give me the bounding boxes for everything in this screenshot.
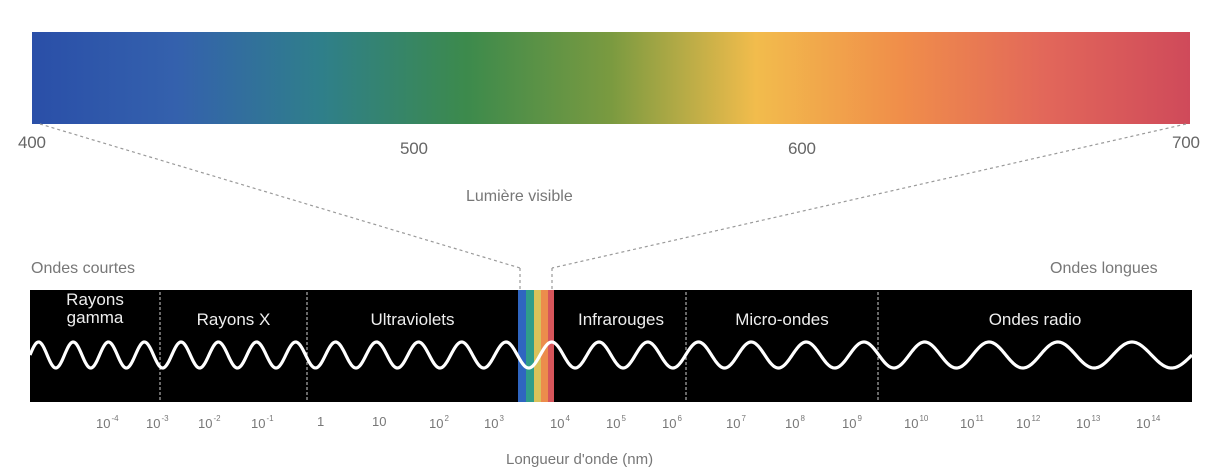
wavelength-tick-label: 105 xyxy=(606,414,626,431)
wavelength-tick-label: 108 xyxy=(785,414,805,431)
wavelength-tick-label: 107 xyxy=(726,414,746,431)
tick-exponent: 3 xyxy=(499,414,504,423)
tick-base: 10 xyxy=(785,416,800,431)
tick-base: 10 xyxy=(1136,416,1151,431)
wavelength-tick-label: 1013 xyxy=(1076,414,1100,431)
tick-base: 10 xyxy=(904,416,919,431)
tick-base: 10 xyxy=(96,416,111,431)
tick-base: 10 xyxy=(146,416,161,431)
tick-base: 10 xyxy=(842,416,857,431)
wavelength-tick-label: 106 xyxy=(662,414,682,431)
tick-exponent: 12 xyxy=(1031,414,1041,423)
tick-exponent: -4 xyxy=(111,414,119,423)
short-waves-caption: Ondes courtes xyxy=(31,260,136,277)
wavelength-tick-label: 109 xyxy=(842,414,862,431)
wavelength-tick-label: 10-4 xyxy=(96,414,119,431)
tick-base: 10 xyxy=(662,416,677,431)
em-spectrum-bar xyxy=(30,290,1192,402)
zoom-guide-left xyxy=(39,123,521,269)
tick-base: 10 xyxy=(484,416,499,431)
tick-base: 10 xyxy=(1016,416,1031,431)
tick-base: 10 xyxy=(372,414,387,429)
band-label-radio: Ondes radio xyxy=(988,310,1082,329)
tick-base: 10 xyxy=(198,416,213,431)
tick-exponent: 6 xyxy=(677,414,682,423)
visible-tick-700: 700 xyxy=(1172,133,1200,152)
wave-line xyxy=(28,340,1194,370)
tick-exponent: 7 xyxy=(741,414,746,423)
tick-exponent: 13 xyxy=(1091,414,1101,423)
tick-exponent: -2 xyxy=(213,414,221,423)
wavelength-tick-label: 1012 xyxy=(1016,414,1040,431)
band-label-gamma-line1: Rayons xyxy=(66,290,124,309)
tick-base: 1 xyxy=(317,414,325,429)
band-label-ultraviolet: Ultraviolets xyxy=(370,310,455,329)
band-label-microwave: Micro-ondes xyxy=(735,310,829,329)
wavelength-tick-label: 10-2 xyxy=(198,414,221,431)
tick-base: 10 xyxy=(606,416,621,431)
wavelength-tick-label: 1011 xyxy=(960,414,984,431)
long-waves-caption: Ondes longues xyxy=(1050,260,1158,277)
wavelength-tick-label: 10-1 xyxy=(251,414,274,431)
visible-tick-400: 400 xyxy=(18,133,46,152)
tick-exponent: 14 xyxy=(1151,414,1161,423)
tick-base: 10 xyxy=(726,416,741,431)
tick-exponent: -3 xyxy=(161,414,169,423)
wavelength-tick-label: 102 xyxy=(429,414,449,431)
tick-exponent: 9 xyxy=(857,414,862,423)
band-label-xray: Rayons X xyxy=(196,310,271,329)
wavelength-tick-label: 1010 xyxy=(904,414,928,431)
wavelength-tick-label: 1 xyxy=(317,414,324,429)
wavelength-tick-label: 10-3 xyxy=(146,414,169,431)
tick-exponent: 4 xyxy=(565,414,570,423)
band-label-gamma-line2: gamma xyxy=(66,308,124,327)
band-label-gamma: Rayons gamma xyxy=(30,291,160,327)
visible-slice-green xyxy=(526,290,534,402)
tick-exponent: 10 xyxy=(919,414,929,423)
wavelength-tick-label: 1014 xyxy=(1136,414,1160,431)
visible-spectrum-bar xyxy=(32,32,1190,124)
visible-slice-blue xyxy=(518,290,526,402)
wavelength-tick-label: 103 xyxy=(484,414,504,431)
tick-exponent: -1 xyxy=(266,414,274,423)
tick-base: 10 xyxy=(1076,416,1091,431)
tick-exponent: 11 xyxy=(975,414,984,423)
tick-base: 10 xyxy=(550,416,565,431)
tick-base: 10 xyxy=(960,416,975,431)
wavelength-tick-label: 104 xyxy=(550,414,570,431)
tick-base: 10 xyxy=(251,416,266,431)
tick-exponent: 2 xyxy=(444,414,449,423)
zoom-guide-right xyxy=(551,123,1187,269)
wavelength-axis-title: Longueur d'onde (nm) xyxy=(506,451,654,468)
visible-tick-500: 500 xyxy=(400,139,428,158)
visible-slice-red xyxy=(548,290,554,402)
tick-exponent: 8 xyxy=(800,414,805,423)
visible-light-caption: Lumière visible xyxy=(466,188,573,205)
band-label-infrared: Infrarouges xyxy=(578,310,664,329)
wavelength-tick-label: 10 xyxy=(372,414,386,429)
visible-tick-600: 600 xyxy=(788,139,816,158)
tick-exponent: 5 xyxy=(621,414,626,423)
tick-base: 10 xyxy=(429,416,444,431)
visible-slice-yellow xyxy=(534,290,541,402)
